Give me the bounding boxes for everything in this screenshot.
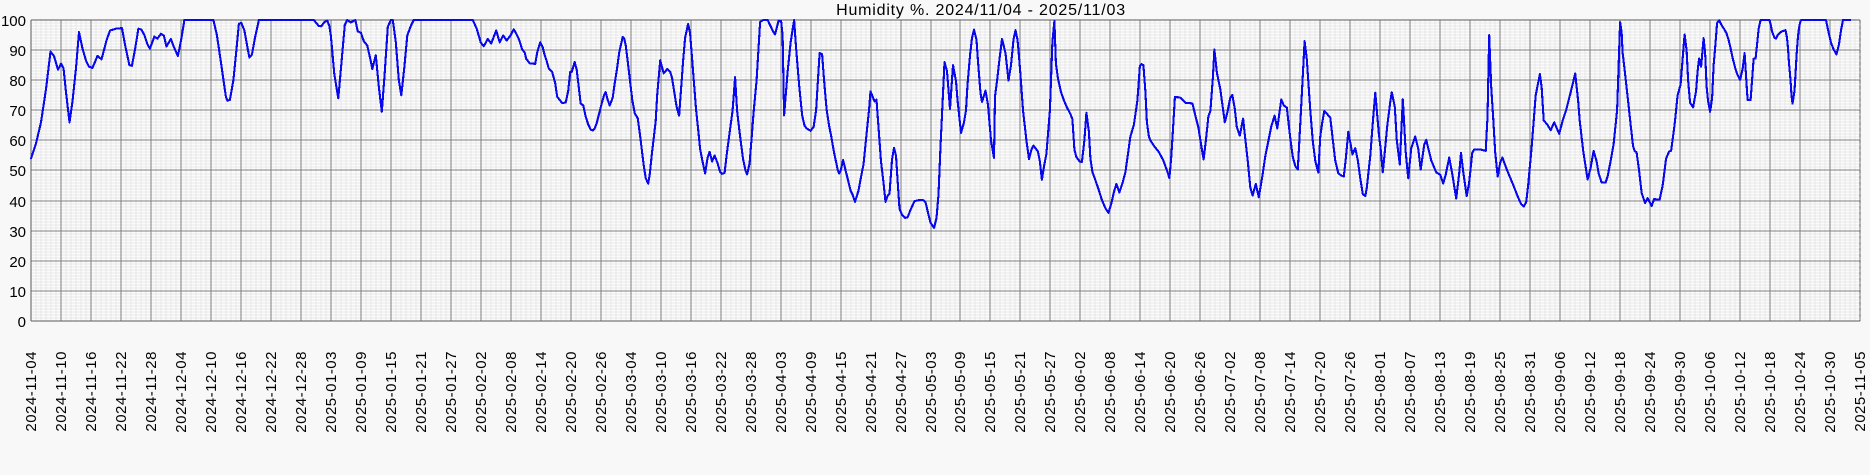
svg-text:2024-11-28: 2024-11-28: [143, 351, 160, 432]
svg-text:2025-04-21: 2025-04-21: [863, 351, 880, 433]
svg-text:2025-08-31: 2025-08-31: [1522, 351, 1539, 433]
svg-text:2025-07-08: 2025-07-08: [1252, 351, 1269, 433]
svg-text:60: 60: [9, 133, 26, 150]
svg-text:2025-08-07: 2025-08-07: [1402, 351, 1419, 433]
svg-text:0: 0: [18, 314, 26, 331]
svg-text:2024-12-22: 2024-12-22: [263, 351, 280, 433]
svg-text:2024-11-10: 2024-11-10: [53, 351, 70, 432]
svg-text:40: 40: [9, 194, 26, 211]
svg-text:2024-12-28: 2024-12-28: [293, 351, 310, 433]
svg-text:2025-01-03: 2025-01-03: [323, 351, 340, 433]
svg-text:2025-05-09: 2025-05-09: [952, 351, 969, 433]
svg-text:2024-11-22: 2024-11-22: [113, 351, 130, 432]
svg-text:2025-02-20: 2025-02-20: [563, 351, 580, 433]
svg-text:2025-03-22: 2025-03-22: [713, 351, 730, 433]
svg-text:2025-05-27: 2025-05-27: [1042, 351, 1059, 433]
svg-text:2025-07-20: 2025-07-20: [1312, 351, 1329, 433]
svg-text:2025-10-12: 2025-10-12: [1732, 351, 1749, 433]
svg-text:2025-08-25: 2025-08-25: [1492, 351, 1509, 433]
svg-text:2025-05-03: 2025-05-03: [923, 351, 940, 433]
svg-text:2024-12-04: 2024-12-04: [173, 351, 190, 433]
svg-text:2025-10-18: 2025-10-18: [1762, 351, 1779, 433]
svg-text:2025-04-15: 2025-04-15: [833, 351, 850, 433]
svg-text:2025-01-15: 2025-01-15: [383, 351, 400, 433]
svg-text:2025-07-26: 2025-07-26: [1342, 351, 1359, 433]
svg-text:100: 100: [1, 13, 26, 30]
svg-text:2025-09-12: 2025-09-12: [1582, 351, 1599, 433]
svg-text:2025-08-19: 2025-08-19: [1462, 351, 1479, 433]
svg-text:2025-06-20: 2025-06-20: [1162, 351, 1179, 433]
svg-text:50: 50: [9, 163, 26, 180]
svg-text:2025-04-03: 2025-04-03: [773, 351, 790, 433]
svg-text:2025-11-05: 2025-11-05: [1852, 351, 1869, 432]
svg-text:70: 70: [9, 103, 26, 120]
svg-text:30: 30: [9, 224, 26, 241]
svg-text:2025-10-30: 2025-10-30: [1822, 351, 1839, 433]
svg-text:2025-01-21: 2025-01-21: [413, 351, 430, 433]
svg-text:2025-02-26: 2025-02-26: [593, 351, 610, 433]
svg-text:2025-01-27: 2025-01-27: [443, 351, 460, 433]
svg-text:2024-12-16: 2024-12-16: [233, 351, 250, 433]
svg-text:2025-02-08: 2025-02-08: [503, 351, 520, 433]
svg-text:2025-08-13: 2025-08-13: [1432, 351, 1449, 433]
svg-text:2025-03-04: 2025-03-04: [623, 351, 640, 433]
svg-text:2025-09-24: 2025-09-24: [1642, 351, 1659, 433]
svg-text:2025-09-06: 2025-09-06: [1552, 351, 1569, 433]
svg-text:2025-10-24: 2025-10-24: [1792, 351, 1809, 433]
svg-text:2025-02-14: 2025-02-14: [533, 351, 550, 433]
svg-text:2025-04-09: 2025-04-09: [803, 351, 820, 433]
svg-text:2025-07-02: 2025-07-02: [1222, 351, 1239, 433]
svg-text:Humidity %. 2024/11/04 - 2025/: Humidity %. 2024/11/04 - 2025/11/03: [836, 2, 1126, 19]
svg-text:2025-06-02: 2025-06-02: [1072, 351, 1089, 433]
svg-text:90: 90: [9, 43, 26, 60]
svg-text:2024-11-16: 2024-11-16: [83, 351, 100, 432]
svg-text:2025-10-06: 2025-10-06: [1702, 351, 1719, 433]
svg-text:2025-03-28: 2025-03-28: [743, 351, 760, 433]
svg-text:2025-05-21: 2025-05-21: [1012, 351, 1029, 433]
svg-text:2025-06-26: 2025-06-26: [1192, 351, 1209, 433]
svg-text:2025-08-01: 2025-08-01: [1372, 351, 1389, 433]
svg-text:10: 10: [9, 284, 26, 301]
svg-text:2025-07-14: 2025-07-14: [1282, 351, 1299, 433]
svg-text:2025-03-10: 2025-03-10: [653, 351, 670, 433]
svg-text:2025-01-09: 2025-01-09: [353, 351, 370, 433]
svg-text:2025-06-08: 2025-06-08: [1102, 351, 1119, 433]
svg-text:20: 20: [9, 254, 26, 271]
svg-text:2025-09-18: 2025-09-18: [1612, 351, 1629, 433]
svg-text:2025-05-15: 2025-05-15: [982, 351, 999, 433]
svg-text:2024-12-10: 2024-12-10: [203, 351, 220, 433]
svg-text:2025-04-27: 2025-04-27: [893, 351, 910, 433]
svg-text:80: 80: [9, 73, 26, 90]
svg-text:2025-09-30: 2025-09-30: [1672, 351, 1689, 433]
svg-text:2025-06-14: 2025-06-14: [1132, 351, 1149, 433]
svg-text:2024-11-04: 2024-11-04: [23, 351, 40, 432]
svg-text:2025-02-02: 2025-02-02: [473, 351, 490, 433]
svg-text:2025-03-16: 2025-03-16: [683, 351, 700, 433]
